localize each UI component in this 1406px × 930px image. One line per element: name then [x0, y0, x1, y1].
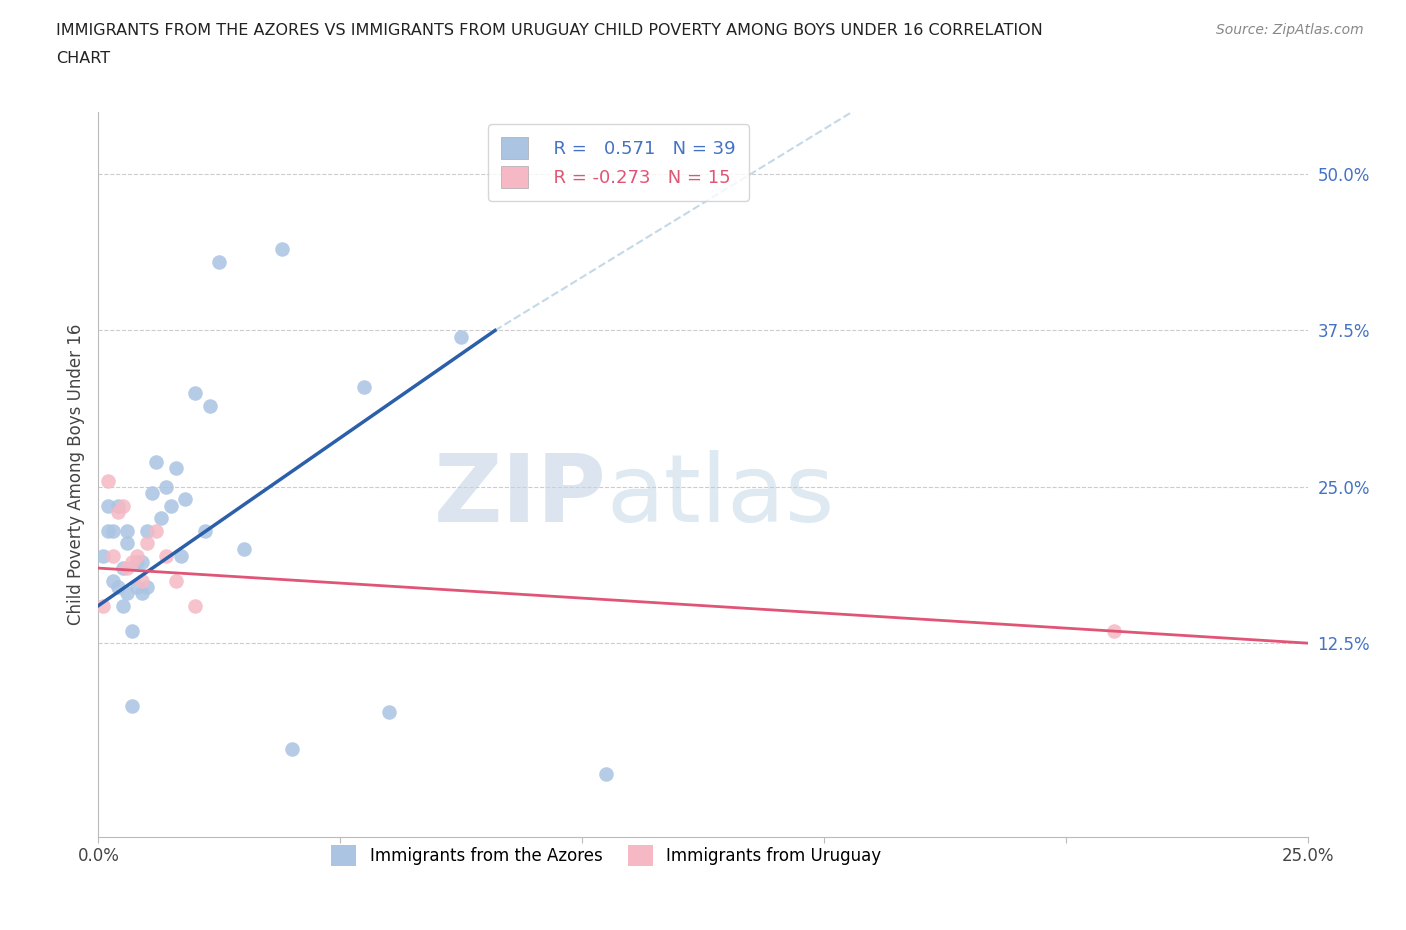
Point — [111, 498, 134, 513]
Point — [131, 573, 153, 588]
Point — [377, 705, 399, 720]
Point — [101, 548, 124, 563]
Point — [135, 524, 157, 538]
Point — [174, 492, 197, 507]
Text: atlas: atlas — [606, 450, 835, 542]
Point — [107, 498, 129, 513]
Point — [141, 485, 163, 500]
Point — [121, 623, 143, 638]
Point — [107, 504, 129, 519]
Legend: Immigrants from the Azores, Immigrants from Uruguay: Immigrants from the Azores, Immigrants f… — [325, 839, 887, 872]
Point — [101, 573, 124, 588]
Point — [111, 561, 134, 576]
Point — [194, 524, 217, 538]
Point — [160, 498, 183, 513]
Point — [107, 579, 129, 594]
Point — [131, 554, 153, 569]
Point — [117, 586, 139, 601]
Point — [131, 586, 153, 601]
Point — [155, 548, 177, 563]
Text: CHART: CHART — [56, 51, 110, 66]
Point — [127, 548, 149, 563]
Point — [145, 524, 167, 538]
Point — [121, 698, 143, 713]
Point — [111, 598, 134, 613]
Point — [117, 561, 139, 576]
Point — [184, 386, 207, 401]
Point — [135, 536, 157, 551]
Point — [165, 573, 187, 588]
Point — [198, 398, 221, 413]
Point — [271, 242, 294, 257]
Point — [150, 511, 173, 525]
Point — [208, 254, 231, 269]
Point — [165, 460, 187, 475]
Point — [91, 548, 114, 563]
Point — [101, 524, 124, 538]
Y-axis label: Child Poverty Among Boys Under 16: Child Poverty Among Boys Under 16 — [66, 324, 84, 625]
Point — [450, 329, 472, 344]
Point — [127, 554, 149, 569]
Point — [97, 473, 120, 488]
Point — [281, 742, 304, 757]
Point — [127, 579, 149, 594]
Point — [97, 498, 120, 513]
Point — [121, 554, 143, 569]
Point — [595, 767, 617, 782]
Text: ZIP: ZIP — [433, 450, 606, 542]
Text: Source: ZipAtlas.com: Source: ZipAtlas.com — [1216, 23, 1364, 37]
Point — [353, 379, 375, 394]
Text: IMMIGRANTS FROM THE AZORES VS IMMIGRANTS FROM URUGUAY CHILD POVERTY AMONG BOYS U: IMMIGRANTS FROM THE AZORES VS IMMIGRANTS… — [56, 23, 1043, 38]
Point — [184, 598, 207, 613]
Point — [169, 548, 191, 563]
Point — [117, 524, 139, 538]
Point — [155, 479, 177, 494]
Point — [232, 542, 254, 557]
Point — [97, 524, 120, 538]
Point — [135, 579, 157, 594]
Point — [91, 598, 114, 613]
Point — [145, 455, 167, 470]
Point — [117, 536, 139, 551]
Point — [1102, 623, 1125, 638]
